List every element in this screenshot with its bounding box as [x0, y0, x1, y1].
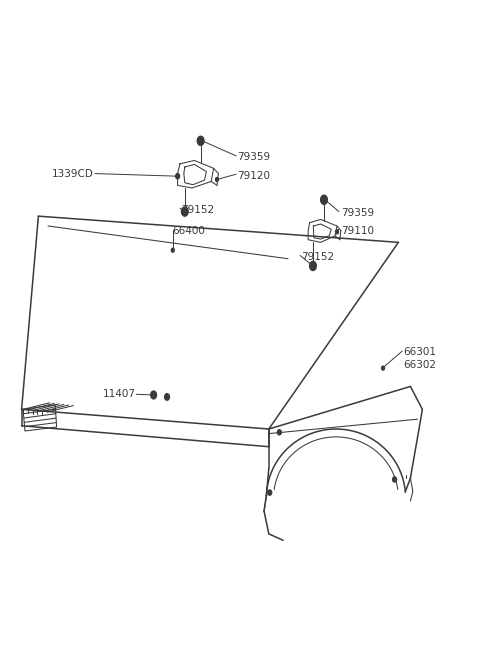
- Circle shape: [216, 178, 218, 181]
- Circle shape: [181, 207, 188, 216]
- Text: 79359: 79359: [238, 152, 271, 162]
- Circle shape: [393, 477, 396, 482]
- Text: 66400: 66400: [172, 226, 204, 236]
- Circle shape: [171, 248, 174, 252]
- Circle shape: [336, 230, 338, 234]
- Circle shape: [321, 195, 327, 204]
- Text: 79152: 79152: [301, 252, 335, 262]
- Text: 79152: 79152: [181, 204, 215, 215]
- Text: 79359: 79359: [341, 208, 374, 218]
- Text: 79120: 79120: [238, 170, 271, 181]
- Text: 79110: 79110: [341, 225, 374, 236]
- Text: 11407: 11407: [102, 389, 135, 400]
- Circle shape: [277, 430, 281, 435]
- Circle shape: [165, 394, 169, 400]
- Circle shape: [310, 261, 316, 271]
- Circle shape: [151, 391, 156, 399]
- Circle shape: [176, 174, 180, 179]
- Circle shape: [268, 490, 272, 495]
- Text: 66301: 66301: [403, 347, 436, 358]
- Circle shape: [382, 366, 384, 370]
- Text: 1339CD: 1339CD: [52, 168, 94, 179]
- Text: 66302: 66302: [403, 360, 436, 371]
- Circle shape: [197, 136, 204, 145]
